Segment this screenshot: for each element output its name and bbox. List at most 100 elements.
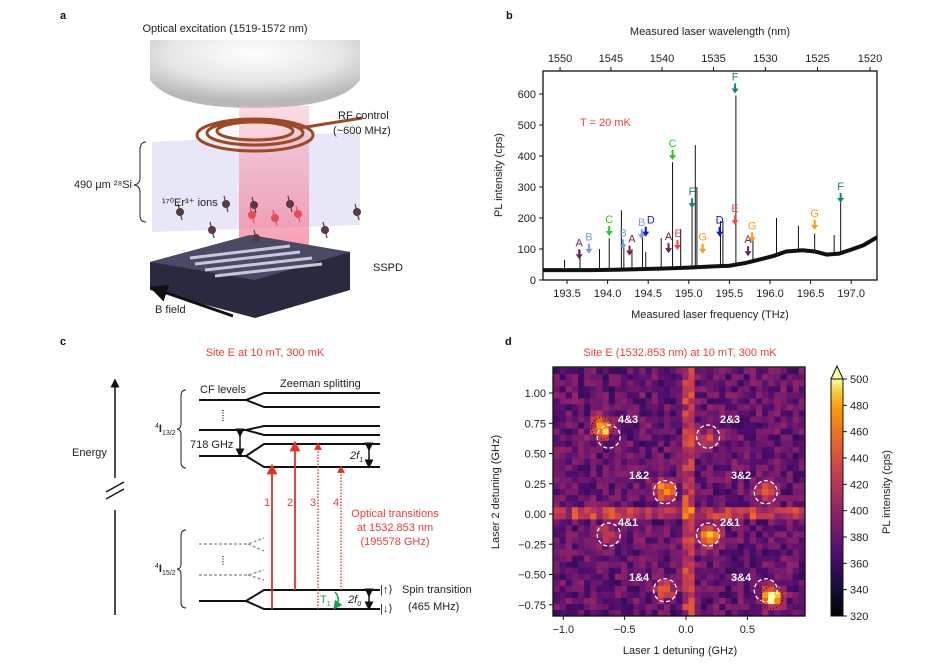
heatmap-cell (602, 422, 610, 429)
heatmap-cell (620, 409, 628, 417)
heatmap-cell (700, 488, 708, 496)
heatmap-cell (620, 476, 628, 484)
heatmap-cell (798, 561, 806, 568)
heatmap-cell (657, 415, 665, 423)
heatmap-cell (627, 524, 634, 532)
heatmap-cell (731, 397, 739, 405)
heatmap-cell (620, 500, 628, 508)
heatmap-cell (737, 391, 745, 399)
heatmap-cell (694, 549, 702, 556)
heatmap-cell (743, 403, 751, 411)
heatmap-cell (590, 536, 597, 544)
heatmap-cell (633, 476, 640, 484)
heatmap-cell (620, 464, 628, 471)
colorbar-extend-triangle (830, 364, 844, 380)
heatmap-cell (688, 470, 696, 477)
heatmap-cell (731, 446, 739, 453)
site-label: G (810, 208, 819, 220)
heatmap-cell (571, 379, 579, 387)
heatmap-cell (590, 391, 597, 399)
heatmap-cell (792, 464, 800, 471)
heatmap-cell (694, 573, 702, 580)
heatmap-cell (578, 597, 585, 605)
heatmap-cell (584, 415, 591, 423)
heatmap-cell (737, 373, 745, 381)
heatmap-cell (590, 567, 597, 574)
heatmap-cell (768, 403, 775, 411)
heatmap-cell (694, 567, 702, 574)
heatmap-cell (712, 452, 720, 459)
heatmap-cell (719, 452, 726, 459)
heatmap-cell (688, 434, 696, 441)
heatmap-cell (749, 536, 757, 544)
heatmap-cell (559, 440, 567, 447)
heatmap-cell (682, 464, 689, 471)
heatmap-cell (584, 391, 591, 399)
heatmap-cell (780, 367, 788, 375)
heatmap-cell (657, 403, 665, 411)
heatmap-cell (731, 500, 739, 508)
heatmap-cell (559, 506, 567, 514)
b-x-tick-label: 193.5 (553, 288, 581, 300)
heatmap-cell (602, 555, 610, 562)
heatmap-cell (663, 409, 671, 417)
heatmap-cell (639, 434, 647, 441)
heatmap-cell (639, 597, 647, 605)
heatmap-cell (737, 524, 745, 532)
heatmap-cell (663, 549, 671, 556)
heatmap-cell (590, 434, 597, 441)
heatmap-cell (737, 470, 745, 477)
heatmap-cell (774, 428, 781, 435)
heatmap-cell (780, 549, 788, 556)
heatmap-cell (725, 524, 732, 532)
heatmap-cell (749, 391, 757, 399)
heatmap-cell (700, 512, 708, 520)
heatmap-cell (553, 549, 561, 556)
heatmap-cell (670, 367, 677, 375)
heatmap-cell (590, 440, 597, 447)
heatmap-cell (614, 579, 622, 586)
b-x-tick-label: 197.0 (837, 288, 865, 300)
heatmap-cell (645, 379, 653, 387)
heatmap-cell (559, 367, 567, 375)
heatmap-cell (584, 603, 591, 611)
heatmap-cell (731, 464, 739, 471)
heatmap-cell (712, 409, 720, 417)
heatmap-cell (719, 555, 726, 562)
heatmap-cell (749, 482, 757, 490)
heatmap-cell (682, 488, 689, 496)
heatmap-cell (780, 530, 788, 538)
cf-gap-label: 718 GHz (190, 439, 233, 451)
heatmap-cell (676, 403, 683, 411)
heatmap-cell (719, 591, 726, 598)
heatmap-cell (596, 403, 604, 411)
heatmap-cell (657, 440, 665, 447)
heatmap-cell (743, 536, 751, 544)
heatmap-cell (798, 488, 806, 496)
heatmap-cell (749, 500, 757, 508)
heatmap-cell (608, 512, 616, 520)
heatmap-cell (553, 397, 561, 405)
heatmap-cell (774, 488, 781, 496)
heatmap-cell (676, 409, 683, 417)
d-y-tick-label: 0.75 (525, 418, 546, 430)
heatmap-cell (602, 506, 610, 514)
heatmap-cell (786, 567, 794, 574)
heatmap-cell (645, 573, 653, 580)
heatmap-cell (749, 506, 757, 514)
heatmap-cell (768, 524, 775, 532)
heatmap-cell (694, 397, 702, 405)
heatmap-cell (762, 536, 769, 544)
colorbar-tick-label: 500 (850, 374, 868, 386)
heatmap-cell (688, 579, 696, 586)
heatmap-cell (584, 585, 591, 592)
heatmap-cell (737, 446, 745, 453)
heatmap-cell (706, 555, 714, 562)
d-title: Site E (1532.853 nm) at 10 mT, 300 mK (583, 347, 777, 359)
heatmap-cell (602, 458, 610, 465)
heatmap-cell (553, 555, 561, 562)
spin-arrow-icon (209, 221, 215, 239)
heatmap-cell (780, 446, 788, 453)
heatmap-cell (571, 524, 579, 532)
heatmap-cell (768, 603, 775, 611)
